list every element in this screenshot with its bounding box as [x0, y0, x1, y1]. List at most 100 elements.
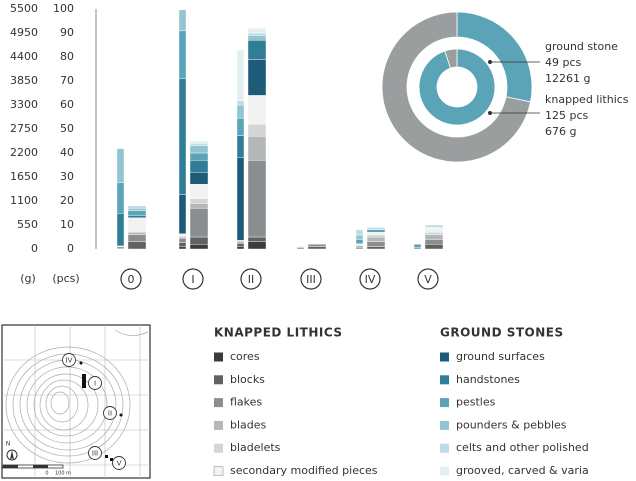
bar-segment	[127, 231, 147, 235]
bar-segment	[424, 231, 444, 235]
category-badge	[182, 268, 204, 290]
bar-segment	[247, 159, 267, 238]
bar-segment	[178, 237, 187, 243]
bar-segment	[189, 171, 209, 185]
bar-segment	[366, 231, 386, 235]
donut-segment	[444, 48, 458, 69]
bar-segment	[247, 135, 267, 161]
legend-label: pestles	[456, 396, 496, 409]
legend-label: flakes	[230, 396, 262, 409]
legend-heading: KNAPPED LITHICS	[214, 326, 343, 340]
bar-segment	[189, 198, 209, 204]
bar-segment	[236, 246, 245, 250]
y2-tick-label: 10	[60, 218, 74, 231]
map-frame	[1, 324, 151, 479]
y-tick-label: 5500	[10, 2, 38, 15]
bar-segment	[366, 227, 386, 230]
legend-swatch	[214, 352, 223, 362]
legend-label: bladelets	[230, 441, 281, 454]
legend-label: handstones	[456, 373, 520, 386]
y-tick-label: 1650	[10, 170, 38, 183]
legend-swatch	[214, 375, 223, 385]
x-tick-label: III	[306, 273, 316, 286]
bar-segment	[296, 246, 305, 248]
x-tick-label: IV	[365, 273, 376, 286]
legend-label: ground surfaces	[456, 350, 545, 363]
map-site-badge	[62, 353, 76, 367]
x-tick-label: I	[191, 273, 194, 286]
map-site-label: III	[92, 450, 98, 458]
bar-segment	[366, 234, 386, 238]
map-site-label: I	[94, 380, 96, 388]
legend-swatch	[440, 352, 449, 362]
bar-segment	[189, 145, 209, 154]
bar-segment	[236, 241, 245, 244]
legend-swatch	[213, 466, 224, 476]
y2-tick-label: 60	[60, 98, 74, 111]
y2-tick-label: 40	[60, 146, 74, 159]
y-tick-label: 0	[31, 242, 38, 255]
bar-segment	[247, 241, 267, 250]
map-site-dot	[79, 361, 83, 365]
legend-label: blades	[230, 418, 267, 431]
x-tick-label: V	[424, 273, 432, 286]
x-tick-label: 0	[128, 273, 135, 286]
bar-segment	[366, 229, 386, 233]
legend-swatch	[214, 443, 223, 453]
bar-segment	[424, 224, 444, 228]
y-tick-label: 3850	[10, 74, 38, 87]
map-site-dot	[119, 413, 123, 417]
bar-segment	[127, 217, 147, 233]
bar-segment	[189, 183, 209, 199]
map-scale-label: 0	[45, 471, 48, 477]
bar-segment	[355, 247, 364, 250]
bar-segment	[116, 148, 125, 183]
bar-segment	[355, 245, 364, 248]
pie-value-label: 49 pcs	[545, 56, 582, 69]
bar-segment	[116, 213, 125, 247]
category-badge	[359, 268, 381, 290]
legend-heading: GROUND STONES	[440, 326, 564, 340]
bar-segment	[178, 78, 187, 195]
bar-segment	[127, 210, 147, 216]
bar-segment	[236, 135, 245, 158]
legend-label: cores	[230, 350, 260, 363]
bar-segment	[307, 243, 327, 247]
bar-segment	[127, 241, 147, 250]
bar-segment	[355, 239, 364, 244]
bar-segment	[189, 236, 209, 245]
legend-swatch	[214, 420, 223, 430]
y-tick-label: 2750	[10, 122, 38, 135]
legend-label: grooved, carved & varia	[456, 464, 589, 477]
y2-tick-label: 50	[60, 122, 74, 135]
donut-segment	[418, 48, 496, 126]
y-tick-label: 4950	[10, 26, 38, 39]
map	[1, 324, 151, 479]
bar-segment	[236, 49, 245, 101]
bar-segment	[355, 229, 364, 236]
bar-segment	[127, 215, 147, 218]
y2-tick-label: 100	[53, 2, 74, 15]
y2-tick-label: 30	[60, 170, 74, 183]
bar-segment	[424, 243, 444, 250]
bar-segment	[189, 143, 209, 146]
category-badge	[120, 268, 142, 290]
bar-segment	[236, 240, 245, 243]
legend-label: secondary modified pieces	[230, 464, 378, 477]
bar-segment	[189, 152, 209, 161]
bar-segment	[247, 40, 267, 60]
bar-segment	[189, 207, 209, 238]
bar-segment	[127, 207, 147, 211]
bar-segment	[116, 182, 125, 214]
map-site-label: II	[108, 410, 112, 418]
legend-label: blocks	[230, 373, 265, 386]
y2-tick-label: 80	[60, 50, 74, 63]
bar-segment	[307, 246, 327, 250]
pie-value-label: 12261 g	[545, 72, 590, 85]
category-badge	[300, 268, 322, 290]
bar-segment	[247, 35, 267, 41]
bar-segment	[178, 242, 187, 248]
map-site-badge	[112, 456, 126, 470]
bar-segment	[178, 233, 187, 237]
pie-value-label: 676 g	[545, 125, 576, 138]
